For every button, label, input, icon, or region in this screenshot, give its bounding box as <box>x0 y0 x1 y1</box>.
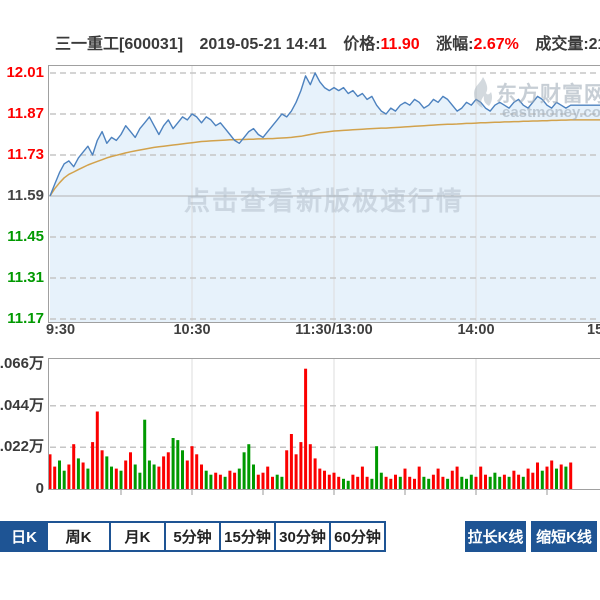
period-button-monthly-k[interactable]: 月K <box>109 521 166 552</box>
chart-header: 三一重工[600031] 2019-05-21 14:41 价格:11.90 涨… <box>55 30 600 54</box>
period-button-daily-k[interactable]: 日K <box>0 521 48 552</box>
volume-chart[interactable] <box>48 358 600 498</box>
period-button-60min[interactable]: 60分钟 <box>329 521 386 552</box>
time-axis-label: 14:00 <box>457 322 495 338</box>
time-axis-label: 15:00 <box>587 322 600 338</box>
price-axis-label: 11.59 <box>7 187 44 204</box>
price-label: 价格: <box>343 36 381 53</box>
shrink-kline-button[interactable]: 缩短K线 <box>531 521 597 552</box>
volume-value: 2126.88万 <box>588 36 600 53</box>
volume-label: 成交量: <box>535 36 589 53</box>
period-button-weekly-k[interactable]: 周K <box>46 521 111 552</box>
price-axis-label: 11.87 <box>7 105 44 122</box>
price-value: 11.90 <box>380 36 420 53</box>
price-axis-label: 11.45 <box>7 228 44 245</box>
time-axis-label: 9:30 <box>46 322 76 338</box>
stretch-kline-button[interactable]: 拉长K线 <box>465 521 526 552</box>
quote-datetime: 2019-05-21 14:41 <box>199 36 327 53</box>
period-toolbar: 日K 周K 月K 5分钟 15分钟 30分钟 60分钟 拉长K线 缩短K线 <box>0 521 600 552</box>
volume-axis-label: 0 <box>35 480 44 497</box>
stock-title: 三一重工[600031] <box>55 36 184 53</box>
price-axis-label: 11.73 <box>7 146 44 163</box>
change-label: 涨幅: <box>436 36 474 53</box>
price-chart[interactable] <box>48 65 600 323</box>
price-axis-label: 12.01 <box>6 64 44 81</box>
change-value: 2.67% <box>473 36 519 53</box>
change-pair: 涨幅:2.67% <box>436 36 519 53</box>
price-pair: 价格:11.90 <box>343 36 420 53</box>
volume-axis-label: 3.066万 <box>0 355 44 372</box>
volume-axis-label: 2.044万 <box>0 396 44 414</box>
period-button-30min[interactable]: 30分钟 <box>274 521 331 552</box>
volume-pair: 成交量:2126.88万 <box>535 36 600 53</box>
time-axis-label: 11:30/13:00 <box>295 322 373 338</box>
time-axis-label: 10:30 <box>173 322 211 338</box>
price-axis-label: 11.31 <box>7 269 44 286</box>
volume-axis-label: 1.022万 <box>0 438 44 456</box>
price-axis-label: 11.17 <box>7 310 44 327</box>
period-button-15min[interactable]: 15分钟 <box>219 521 276 552</box>
period-button-5min[interactable]: 5分钟 <box>164 521 221 552</box>
